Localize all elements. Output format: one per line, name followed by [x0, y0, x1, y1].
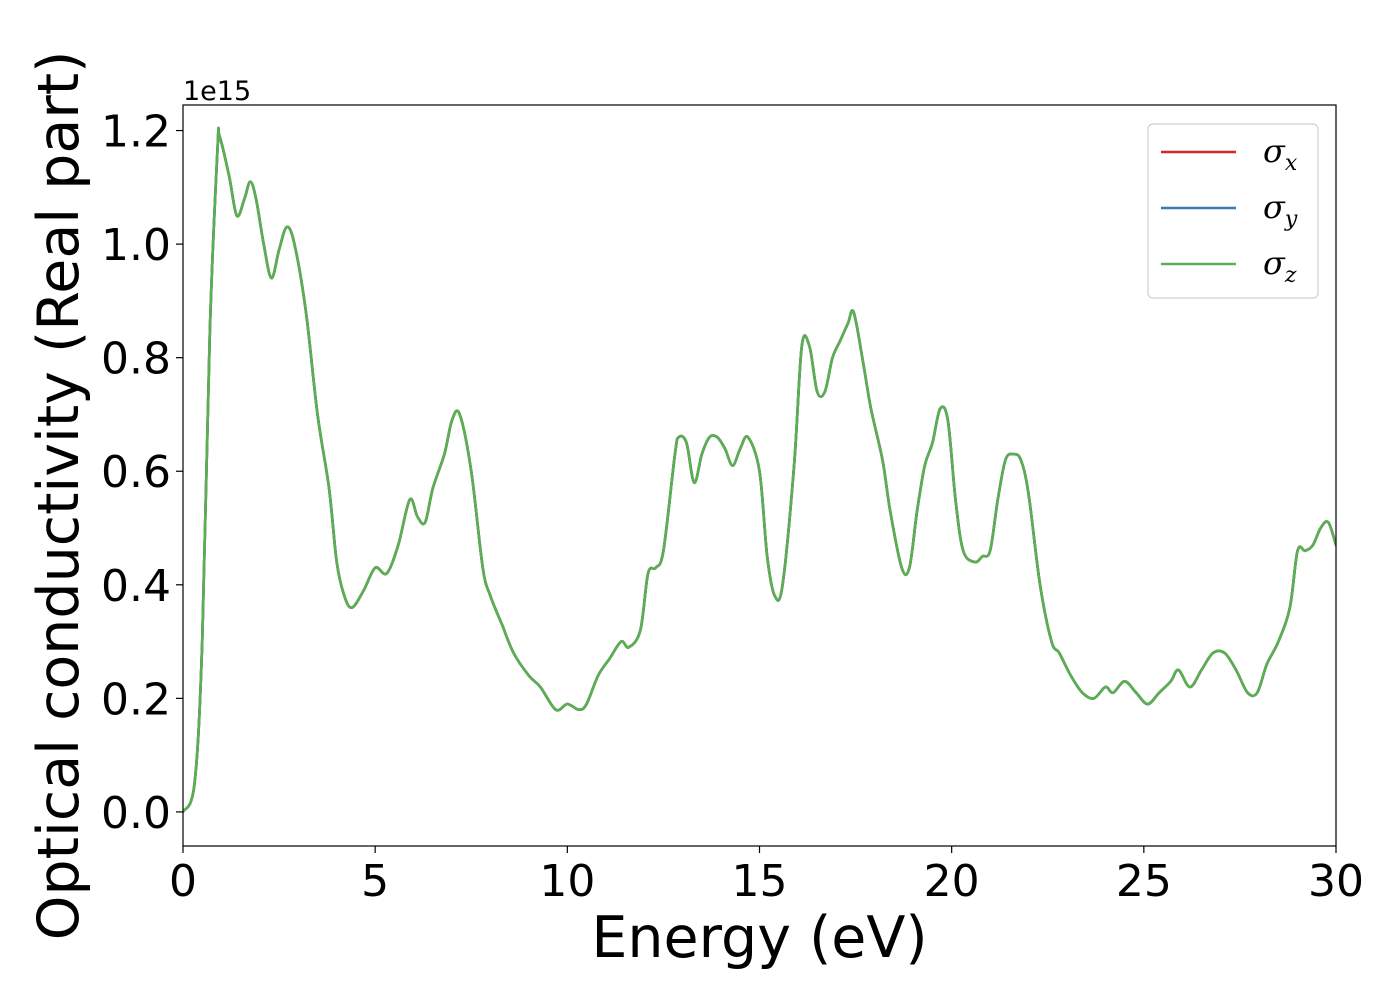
legend-label-z: σz: [1263, 244, 1297, 288]
series-line-z: [183, 126, 1336, 814]
legend: σx σy σz: [1147, 123, 1319, 299]
x-tick-label: 0: [169, 856, 197, 907]
x-tick-label: 15: [732, 856, 788, 907]
x-tick-label: 20: [924, 856, 980, 907]
y-tick-label: 0.0: [101, 788, 171, 839]
y-tick-label: 1.0: [101, 220, 171, 271]
x-tick-label: 30: [1308, 856, 1364, 907]
y-axis-label: Optical conductivity (Real part): [26, 51, 92, 941]
x-tick-label: 10: [539, 856, 595, 907]
y-axis-offset-text: 1e15: [183, 76, 251, 107]
x-axis: 0 5 10 15 20 25 30: [169, 846, 1364, 907]
legend-label-y: σy: [1263, 188, 1298, 232]
legend-box: [1147, 123, 1319, 299]
x-axis-label: Energy (eV): [591, 905, 927, 971]
legend-label-x: σx: [1263, 132, 1298, 176]
y-tick-label: 1.2: [101, 107, 171, 158]
x-tick-label: 25: [1116, 856, 1172, 907]
y-tick-label: 0.6: [101, 447, 171, 498]
series-layer: [183, 126, 1336, 814]
y-tick-label: 0.8: [101, 334, 171, 385]
y-tick-label: 0.4: [101, 561, 171, 612]
y-tick-label: 0.2: [101, 674, 171, 725]
x-tick-label: 5: [361, 856, 389, 907]
y-axis: 0.0 0.2 0.4 0.6 0.8 1.0 1.2: [101, 107, 183, 839]
